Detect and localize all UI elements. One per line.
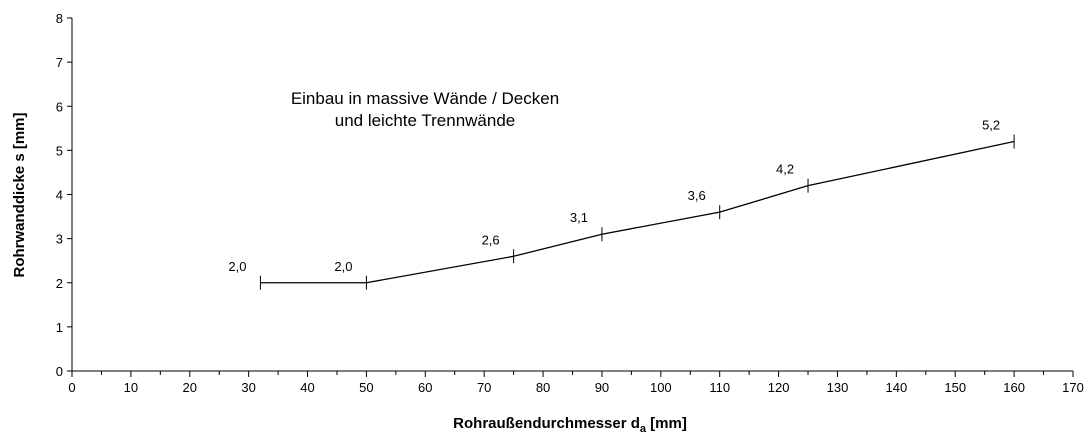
- x-tick-label: 110: [709, 380, 730, 395]
- data-label: 4,2: [776, 162, 794, 177]
- x-tick-label: 100: [650, 380, 672, 395]
- x-tick-label: 20: [183, 380, 197, 395]
- y-tick-label: 6: [56, 99, 63, 114]
- y-tick-label: 8: [56, 11, 63, 26]
- data-label: 3,6: [688, 188, 706, 203]
- annotation: Einbau in massive Wände / Decken: [291, 89, 559, 108]
- y-tick-label: 1: [56, 320, 63, 335]
- y-tick-label: 4: [56, 188, 63, 203]
- line: [260, 140, 1015, 284]
- x-tick-label: 140: [886, 380, 908, 395]
- annotation: und leichte Trennwände: [335, 111, 516, 130]
- y-tick-label: 5: [56, 143, 63, 158]
- x-tick-label: 90: [595, 380, 609, 395]
- data-label: 2,0: [334, 259, 352, 274]
- x-axis-label: Rohraußendurchmesser da [mm]: [453, 415, 687, 435]
- data-label: 3,1: [570, 210, 588, 225]
- x-tick-label: 130: [827, 380, 849, 395]
- x-tick-label: 40: [300, 380, 314, 395]
- x-tick-label: 10: [124, 380, 138, 395]
- x-axis-label-main: Rohraußendurchmesser d: [453, 415, 640, 432]
- x-tick-label: 120: [768, 380, 790, 395]
- data-label: 2,0: [228, 259, 246, 274]
- x-tick-label: 0: [68, 380, 75, 395]
- x-tick-label: 70: [477, 380, 491, 395]
- y-tick-label: 0: [56, 364, 63, 379]
- data-label: 5,2: [982, 118, 1000, 133]
- y-tick-label: 2: [56, 276, 63, 291]
- x-tick-label: 150: [944, 380, 966, 395]
- y-tick-label: 3: [56, 232, 63, 247]
- x-tick-label: 80: [536, 380, 550, 395]
- data-label: 2,6: [482, 232, 500, 247]
- x-tick-label: 60: [418, 380, 432, 395]
- x-tick-label: 30: [241, 380, 255, 395]
- x-axis-label-unit: [mm]: [646, 415, 687, 432]
- x-tick-label: 160: [1003, 380, 1025, 395]
- x-tick-label: 170: [1062, 380, 1084, 395]
- y-axis-label: Rohrwanddicke s [mm]: [11, 112, 28, 277]
- x-axis-label-sub: a: [640, 423, 647, 435]
- y-tick-label: 7: [56, 55, 63, 70]
- x-tick-label: 50: [359, 380, 373, 395]
